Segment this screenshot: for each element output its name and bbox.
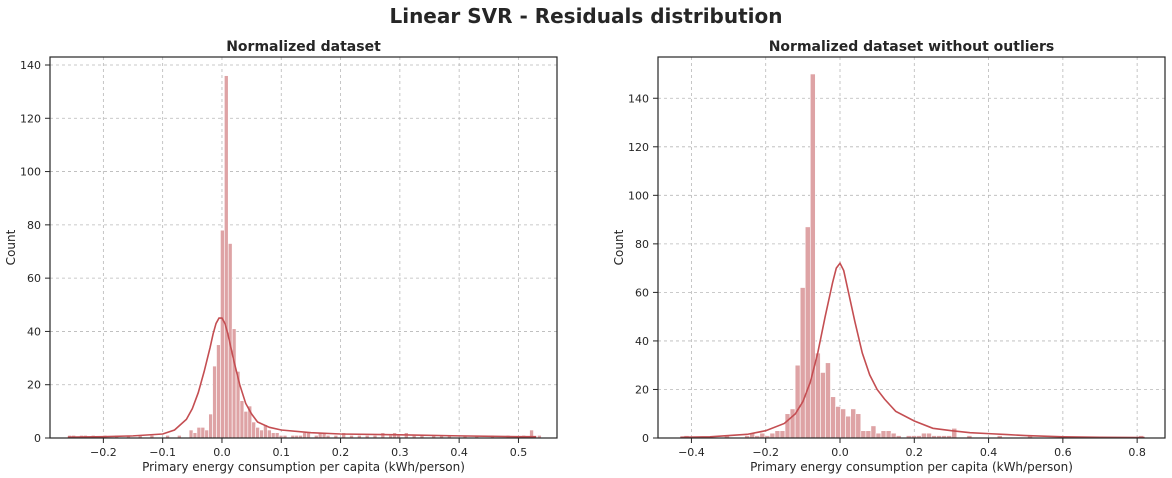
figure-title: Linear SVR - Residuals distribution [389, 4, 783, 28]
histogram-bar [815, 352, 821, 439]
histogram-bar [774, 430, 781, 439]
y-tick-label: 20 [27, 379, 41, 392]
histogram-bar [855, 413, 862, 439]
y-tick-label: 60 [27, 272, 41, 285]
histogram-bar [251, 421, 256, 439]
histogram-bar [255, 427, 260, 439]
histogram-bar [840, 408, 846, 439]
histogram-bar [306, 432, 311, 439]
y-tick-label: 0 [34, 432, 41, 445]
histogram-bar [820, 372, 826, 439]
plot-frame [49, 56, 558, 439]
histogram-bar [200, 427, 206, 439]
histogram-bar [302, 432, 307, 439]
kde-curve [680, 261, 1145, 439]
x-tick-label: 0.0 [213, 446, 231, 459]
x-tick-label: 0.1 [273, 446, 291, 459]
histogram-bar [220, 229, 225, 439]
histogram-bar [850, 408, 857, 439]
x-tick-label: −0.4 [678, 446, 705, 459]
y-tick-label: 80 [27, 219, 41, 232]
x-tick-label: −0.2 [752, 446, 779, 459]
histogram-bar [267, 429, 272, 439]
kde-curve [67, 317, 537, 438]
histogram-bar [789, 408, 796, 439]
x-tick-label: 0.5 [510, 446, 528, 459]
y-tick-label: 40 [635, 335, 649, 348]
histogram-bar [216, 344, 221, 439]
histogram-bar [259, 429, 264, 439]
histogram-bar [921, 432, 927, 439]
y-tick-label: 100 [628, 189, 649, 202]
histogram-bar [870, 425, 877, 439]
histogram-bar [212, 365, 217, 439]
x-tick-label: 0.8 [1128, 446, 1146, 459]
histogram-bar [196, 427, 202, 439]
histogram-bar [769, 432, 776, 439]
y-tick-label: 120 [628, 141, 649, 154]
histogram-bar [271, 432, 276, 439]
histogram-bar [204, 429, 209, 439]
y-tick-label: 40 [27, 325, 41, 338]
histogram-bar [799, 287, 806, 439]
histogram-bar [794, 364, 801, 439]
histogram-bar [835, 406, 841, 439]
y-tick-label: 60 [635, 286, 649, 299]
histogram-bar [875, 432, 882, 439]
x-tick-label: 0.2 [906, 446, 924, 459]
histogram-bar [231, 328, 237, 439]
x-tick-label: 0.3 [391, 446, 409, 459]
x-tick-label: −0.1 [149, 446, 176, 459]
histogram-bar [860, 430, 867, 439]
x-tick-label: 0.4 [980, 446, 998, 459]
histogram-bar [208, 413, 213, 439]
plot-frame [657, 56, 1166, 439]
histogram-bar [865, 430, 872, 439]
histogram-bar [845, 415, 851, 439]
histogram-bar [804, 226, 811, 439]
y-axis-label: Count [4, 229, 18, 265]
histogram-bar [880, 430, 887, 439]
plot-panel-2: −0.4 −0.2 0.0 0.2 0.4 0.6 0.8 0 20 40 60 80 100 120 14… [612, 39, 1166, 474]
histogram-bar [243, 411, 249, 439]
histogram-bar [759, 432, 766, 439]
histogram-bar [224, 75, 229, 439]
x-tick-label: 0.0 [831, 446, 849, 459]
histogram-bar [951, 427, 958, 439]
histogram-bar [830, 396, 836, 439]
plot-title: Normalized dataset [226, 39, 381, 55]
histogram-bar [825, 362, 831, 439]
x-axis-label: Primary energy consumption per capita (k… [750, 460, 1073, 474]
histogram-bar [926, 432, 932, 439]
y-tick-label: 100 [20, 166, 41, 179]
x-tick-label: 0.2 [332, 446, 350, 459]
plot-panel-1: −0.2 −0.1 0.0 0.1 0.2 0.3 0.4 0.5 0 20 40 60 80 100 12… [4, 39, 558, 474]
y-tick-label: 20 [635, 383, 649, 396]
histogram-bar [890, 432, 897, 439]
y-tick-label: 0 [642, 432, 649, 445]
y-tick-label: 140 [628, 92, 649, 105]
histogram-bar [885, 430, 892, 439]
y-tick-label: 80 [635, 238, 649, 251]
x-axis-label: Primary energy consumption per capita (k… [142, 460, 465, 474]
x-tick-label: 0.4 [450, 446, 468, 459]
y-axis-label: Count [612, 229, 626, 265]
histogram-bar [809, 73, 816, 439]
histogram-bar [239, 400, 245, 439]
x-tick-label: −0.2 [90, 446, 117, 459]
histogram-bar [779, 430, 786, 439]
histogram-bar [192, 432, 198, 439]
histogram-bar [784, 413, 791, 439]
histogram-bar [274, 432, 280, 439]
y-tick-label: 120 [20, 112, 41, 125]
histogram-bar [188, 429, 194, 439]
plot-title: Normalized dataset without outliers [769, 39, 1055, 55]
x-tick-label: 0.6 [1054, 446, 1072, 459]
y-tick-label: 140 [20, 59, 41, 72]
